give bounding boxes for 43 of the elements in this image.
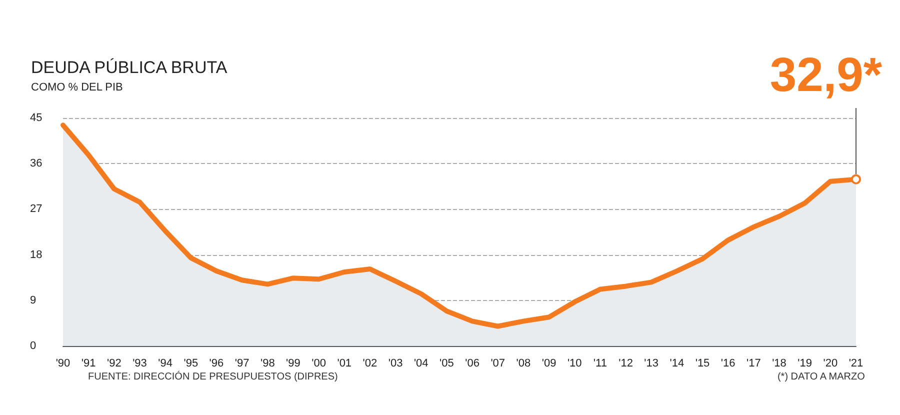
x-tick-label: '90 (56, 358, 70, 370)
x-tick-label: '14 (670, 358, 684, 370)
x-tick-label: '91 (81, 358, 96, 370)
annotation: 32,9* (770, 48, 882, 102)
x-tick-label: '94 (158, 358, 172, 370)
x-tick-label: '17 (746, 358, 761, 370)
x-tick-label: '92 (106, 358, 122, 370)
x-tick-label: '95 (184, 358, 198, 370)
chart-subtitle: COMO % DEL PIB (31, 82, 123, 94)
y-tick-label: 45 (30, 112, 42, 124)
y-tick-label: 27 (30, 203, 42, 216)
x-tick-label: '03 (388, 358, 403, 370)
x-tick-label: '11 (593, 358, 607, 370)
x-tick-label: '98 (260, 358, 275, 370)
y-tick-label: 36 (30, 158, 42, 170)
x-tick-label: '06 (465, 358, 480, 370)
x-tick-label: '96 (209, 358, 224, 370)
x-tick-label: '01 (337, 358, 352, 370)
x-tick-label: '08 (516, 358, 531, 370)
x-tick-label: '93 (132, 358, 147, 370)
source-note: FUENTE: DIRECCIÓN DE PRESUPUESTOS (DIPRES) (88, 370, 338, 382)
x-tick-label: '20 (823, 358, 838, 370)
x-tick-label: '97 (234, 358, 250, 370)
y-tick-label: 18 (30, 248, 42, 261)
x-tick-label: '18 (772, 358, 786, 370)
x-tick-label: '21 (848, 358, 864, 370)
chart-title: DEUDA PÚBLICA BRUTA (31, 58, 228, 77)
x-tick-label: '99 (286, 358, 300, 370)
x-tick-label: '02 (362, 358, 378, 370)
x-tick-label: '09 (542, 358, 556, 370)
x-tick-label: '13 (644, 358, 659, 370)
text: (*) DATO A MARZO (777, 372, 866, 382)
x-tick-label: '15 (695, 358, 710, 370)
x-tick-label: '07 (490, 358, 506, 370)
y-tick-label: 0 (30, 340, 36, 352)
x-tick-label: '19 (798, 358, 812, 370)
x-tick-label: '00 (312, 358, 326, 370)
x-tick-label: '12 (618, 358, 633, 370)
y-tick-label: 9 (30, 294, 36, 306)
x-tick-label: '16 (720, 358, 736, 370)
x-tick-label: '10 (567, 358, 582, 370)
x-tick-label: '04 (414, 358, 428, 370)
x-tick-label: '05 (440, 358, 454, 370)
